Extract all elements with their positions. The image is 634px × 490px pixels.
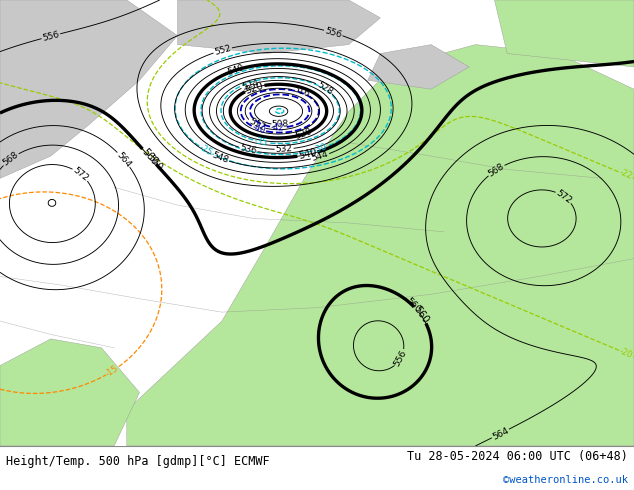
Text: Tu 28-05-2024 06:00 UTC (06+48): Tu 28-05-2024 06:00 UTC (06+48) [407, 450, 628, 464]
Text: 572: 572 [71, 166, 90, 183]
Text: 524: 524 [241, 78, 260, 92]
Text: -35: -35 [253, 136, 268, 147]
Text: 540: 540 [297, 148, 318, 161]
Text: 572: 572 [555, 188, 574, 205]
Text: 536: 536 [238, 144, 257, 156]
Text: 528: 528 [314, 80, 334, 97]
Text: 564: 564 [115, 150, 133, 169]
Text: 560: 560 [139, 147, 159, 167]
Text: ©weatheronline.co.uk: ©weatheronline.co.uk [503, 475, 628, 485]
Text: 544: 544 [311, 150, 330, 163]
Text: 556: 556 [324, 26, 343, 40]
Text: -30: -30 [313, 143, 328, 155]
Text: 564: 564 [491, 426, 510, 441]
Text: -40: -40 [251, 122, 266, 136]
Text: 560: 560 [404, 296, 422, 315]
Text: -25: -25 [198, 143, 214, 157]
Text: -42: -42 [271, 122, 285, 132]
Text: 508: 508 [271, 120, 288, 129]
Text: Height/Temp. 500 hPa [gdmp][°C] ECMWF: Height/Temp. 500 hPa [gdmp][°C] ECMWF [6, 455, 270, 468]
Text: 560: 560 [411, 304, 430, 325]
Text: 552: 552 [213, 44, 232, 57]
Text: -15: -15 [104, 364, 120, 378]
Text: 556: 556 [392, 348, 409, 368]
Text: 568: 568 [1, 150, 20, 168]
Text: 512: 512 [247, 117, 266, 133]
Text: 568: 568 [486, 162, 506, 179]
Text: 532: 532 [275, 144, 293, 154]
Text: 560: 560 [146, 153, 164, 172]
Text: -20: -20 [618, 346, 634, 360]
Text: 556: 556 [41, 30, 60, 43]
Text: 516: 516 [292, 85, 311, 99]
Text: 548: 548 [210, 151, 230, 166]
Text: 540: 540 [226, 63, 245, 77]
Text: 520: 520 [244, 80, 265, 96]
Text: 520: 520 [294, 127, 313, 141]
Text: -22: -22 [618, 168, 633, 182]
